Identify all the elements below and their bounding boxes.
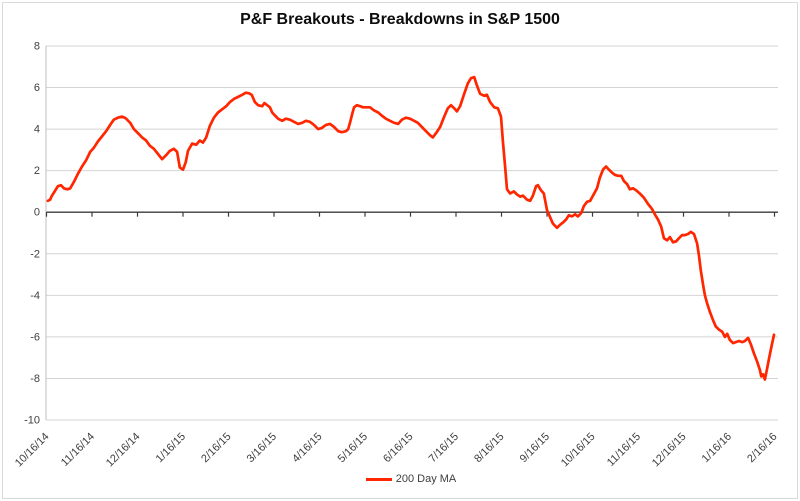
x-tick-label: 3/16/15 bbox=[245, 431, 279, 465]
y-tick-label: -10 bbox=[24, 415, 40, 427]
x-tick-label: 4/16/15 bbox=[290, 431, 324, 465]
x-tick-label: 12/16/15 bbox=[650, 431, 689, 470]
y-tick-label: 4 bbox=[34, 124, 40, 136]
y-tick-label: -4 bbox=[30, 290, 40, 302]
y-tick-label: -6 bbox=[30, 331, 40, 343]
legend: 200 Day MA bbox=[11, 473, 800, 485]
legend-line-swatch bbox=[365, 477, 392, 481]
x-tick-label: 5/16/15 bbox=[336, 431, 370, 465]
x-tick-label: 11/16/15 bbox=[605, 431, 643, 469]
x-tick-label: 12/16/14 bbox=[104, 431, 143, 470]
x-tick-label: 6/16/15 bbox=[381, 431, 415, 465]
x-tick-label: 8/16/15 bbox=[472, 431, 506, 465]
series-line-200-day-ma bbox=[46, 75, 776, 381]
y-tick-label: 8 bbox=[34, 40, 40, 52]
y-tick-label: 6 bbox=[34, 82, 40, 94]
x-tick-label: 9/16/15 bbox=[518, 431, 552, 465]
x-tick-label: 11/16/14 bbox=[59, 431, 97, 469]
x-tick-label: 2/16/16 bbox=[745, 431, 779, 465]
x-tick-label: 1/16/16 bbox=[700, 431, 734, 465]
y-tick-label: 2 bbox=[34, 165, 40, 177]
y-tick-label: 0 bbox=[34, 207, 40, 219]
x-tick-label: 1/16/15 bbox=[154, 431, 188, 465]
x-tick-label: 10/16/14 bbox=[13, 431, 52, 470]
x-tick-label: 10/16/15 bbox=[559, 431, 598, 470]
y-tick-label: -8 bbox=[30, 373, 40, 385]
x-tick-label: 2/16/15 bbox=[199, 431, 233, 465]
legend-label: 200 Day MA bbox=[395, 473, 457, 485]
chart-title: P&F Breakouts - Breakdowns in S&P 1500 bbox=[240, 11, 560, 28]
y-tick-label: -2 bbox=[30, 248, 40, 260]
x-tick-label: 7/16/15 bbox=[427, 431, 461, 465]
